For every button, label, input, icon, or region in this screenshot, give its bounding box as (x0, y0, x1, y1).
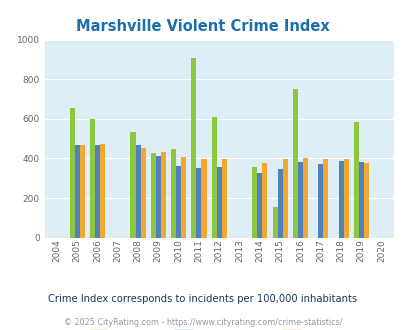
Bar (156, 156, 160, 238)
Bar (171, 149, 176, 238)
Bar (358, 162, 363, 238)
Bar (292, 89, 297, 238)
Bar (181, 157, 186, 238)
Bar (79, 145, 85, 238)
Bar (302, 158, 307, 238)
Bar (176, 166, 181, 238)
Bar (216, 167, 221, 238)
Bar (338, 161, 343, 238)
Bar (160, 152, 166, 238)
Bar (257, 173, 262, 238)
Bar (130, 132, 135, 238)
Bar (201, 159, 206, 238)
Bar (282, 159, 287, 238)
Bar (363, 163, 368, 238)
Bar (69, 108, 75, 238)
Text: Marshville Violent Crime Index: Marshville Violent Crime Index (76, 19, 329, 34)
Bar (252, 167, 257, 238)
Bar (343, 159, 348, 238)
Bar (353, 122, 358, 238)
Bar (90, 119, 95, 238)
Text: © 2025 CityRating.com - https://www.cityrating.com/crime-statistics/: © 2025 CityRating.com - https://www.city… (64, 318, 341, 327)
Bar (318, 164, 322, 238)
Bar (135, 145, 140, 238)
Text: Crime Index corresponds to incidents per 100,000 inhabitants: Crime Index corresponds to incidents per… (48, 294, 357, 304)
Bar (75, 145, 79, 238)
Bar (196, 168, 201, 238)
Bar (211, 117, 216, 238)
Bar (277, 169, 282, 238)
Bar (221, 159, 226, 238)
Bar (95, 145, 100, 238)
Bar (262, 163, 267, 238)
Bar (140, 148, 145, 238)
Legend: Marshville, North Carolina, National: Marshville, North Carolina, National (84, 326, 353, 330)
Bar (322, 159, 328, 238)
Bar (150, 153, 156, 238)
Bar (191, 58, 196, 238)
Bar (272, 207, 277, 238)
Bar (297, 162, 302, 238)
Bar (100, 144, 105, 238)
